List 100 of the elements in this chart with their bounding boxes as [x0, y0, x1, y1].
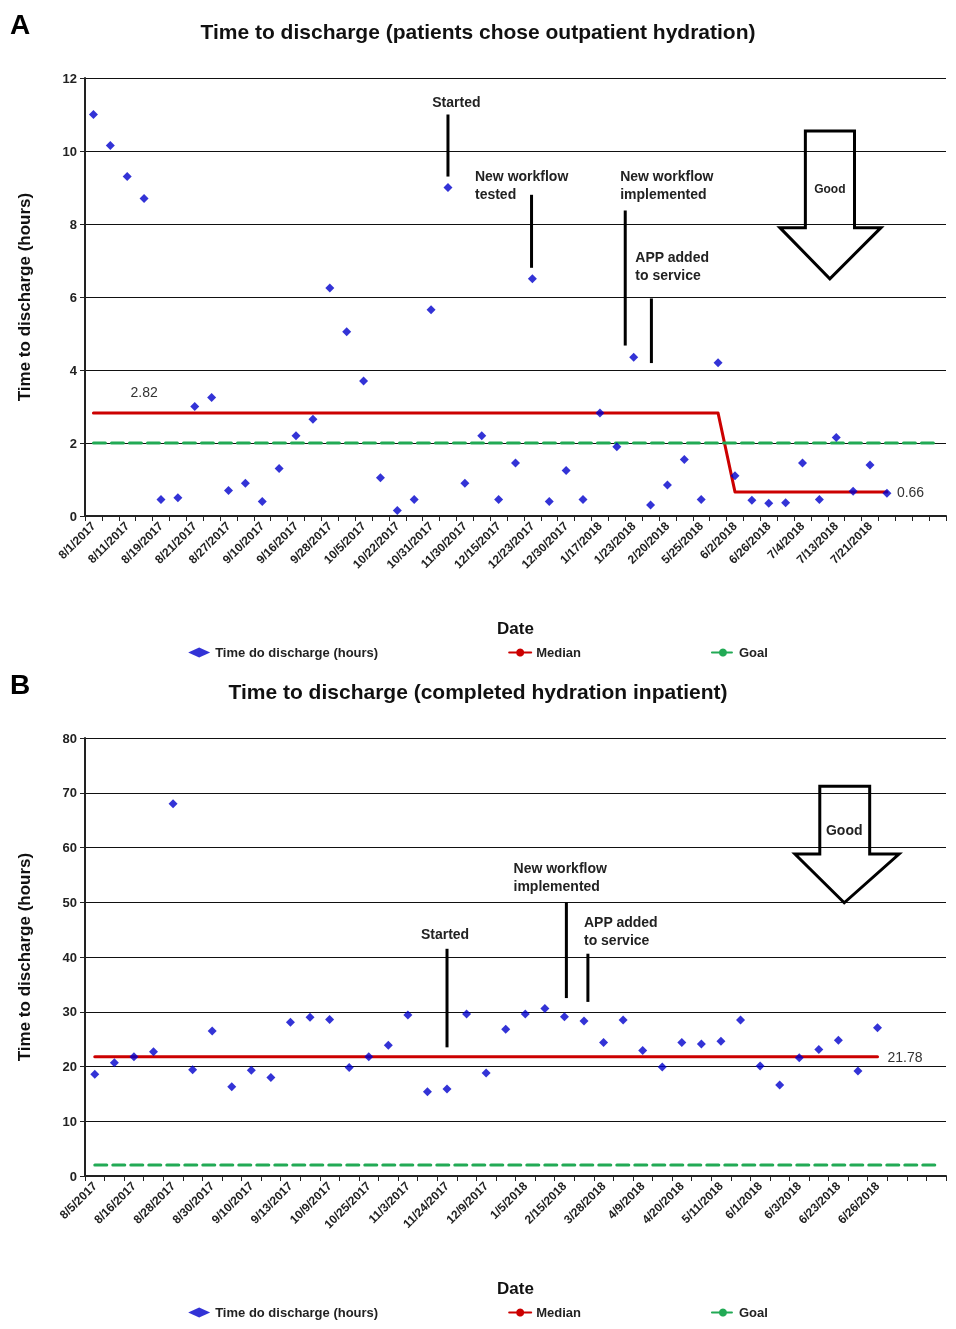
point [794, 1053, 804, 1063]
point [713, 358, 723, 368]
point [207, 1026, 217, 1036]
y-tick-label: 80 [62, 730, 77, 746]
point [156, 495, 166, 505]
y-tick-label: 30 [62, 1004, 77, 1020]
y-tick-label: 4 [69, 362, 78, 378]
point [764, 498, 774, 508]
point [629, 352, 639, 362]
point [342, 327, 352, 337]
point [173, 493, 183, 503]
point [579, 1016, 589, 1026]
point [679, 454, 689, 464]
point [227, 1082, 237, 1092]
y-tick-label: 0 [69, 1168, 77, 1184]
chart-title: Time to discharge (completed hydration inpatient) [228, 680, 728, 703]
text: A [10, 8, 31, 40]
y-tick-label: 20 [62, 1059, 77, 1074]
point [618, 1015, 628, 1025]
point [122, 172, 132, 182]
data-label: 21.78 [887, 1048, 923, 1065]
point [696, 1039, 706, 1049]
point [696, 495, 706, 505]
point [477, 431, 487, 441]
chart-title: Time to discharge (patients chose outpatient hydration) [200, 20, 756, 43]
y-tick-label: 60 [62, 840, 77, 855]
point [638, 1046, 648, 1056]
point [873, 1023, 883, 1033]
annotation: Good [825, 822, 863, 839]
point [325, 283, 335, 293]
point [139, 193, 149, 203]
y-tick-label: 6 [69, 289, 77, 305]
point [755, 1061, 765, 1071]
point [460, 478, 470, 488]
point [422, 1087, 432, 1097]
point [831, 433, 841, 443]
point [848, 486, 858, 496]
point [190, 402, 200, 411]
point [285, 1017, 295, 1027]
point [240, 478, 250, 488]
annotation: Started [420, 926, 470, 943]
point [168, 799, 178, 809]
point [224, 485, 233, 495]
point [442, 1084, 452, 1094]
y-tick-label: 70 [62, 785, 77, 801]
point [375, 473, 385, 483]
point [291, 431, 301, 441]
point [207, 392, 217, 402]
annotation: APP added to service [635, 248, 713, 283]
point [578, 495, 588, 505]
point [274, 464, 284, 474]
y-tick-label: 8 [69, 216, 77, 232]
point [494, 495, 504, 505]
point [403, 1010, 413, 1020]
point [599, 1037, 609, 1047]
point [646, 500, 656, 510]
point [344, 1063, 354, 1073]
point [359, 376, 369, 386]
point [520, 1009, 530, 1019]
point [798, 458, 807, 468]
point [266, 1072, 276, 1082]
point [527, 274, 537, 284]
legend-label: Goal [738, 1305, 768, 1320]
y-axis-title: Time to discharge (hours) [15, 852, 34, 1062]
y-tick-label: 50 [62, 894, 77, 910]
point [662, 480, 672, 490]
point [561, 465, 571, 475]
point [833, 1035, 843, 1045]
y-tick-label: 2 [69, 435, 77, 451]
point [736, 1015, 746, 1025]
point [325, 1014, 335, 1024]
x-axis-title: Date [497, 1279, 534, 1298]
annotation: APP added to service [583, 914, 662, 949]
point [853, 1066, 863, 1076]
point [544, 496, 554, 506]
point [781, 498, 791, 508]
point [595, 408, 605, 418]
point [148, 1047, 158, 1057]
y-axis-title: Time to discharge (hours) [15, 192, 34, 402]
point [865, 460, 875, 470]
point [308, 414, 318, 424]
annotation: New workflow implemented [620, 168, 718, 203]
point [612, 442, 622, 452]
annotation: New workflow implemented [513, 860, 611, 894]
point [657, 1062, 667, 1072]
point [246, 1065, 256, 1075]
data-label: 0.66 [896, 483, 925, 500]
point [775, 1080, 785, 1090]
point [559, 1012, 569, 1022]
point [814, 1045, 824, 1055]
point [426, 305, 436, 315]
point [409, 495, 419, 505]
point [882, 488, 892, 498]
point [129, 1052, 139, 1062]
point [677, 1037, 687, 1047]
point [443, 183, 453, 192]
data-label: 2.82 [130, 384, 158, 401]
point [814, 495, 824, 505]
annotation: Started [432, 93, 481, 110]
legend-label: Goal [738, 645, 768, 660]
